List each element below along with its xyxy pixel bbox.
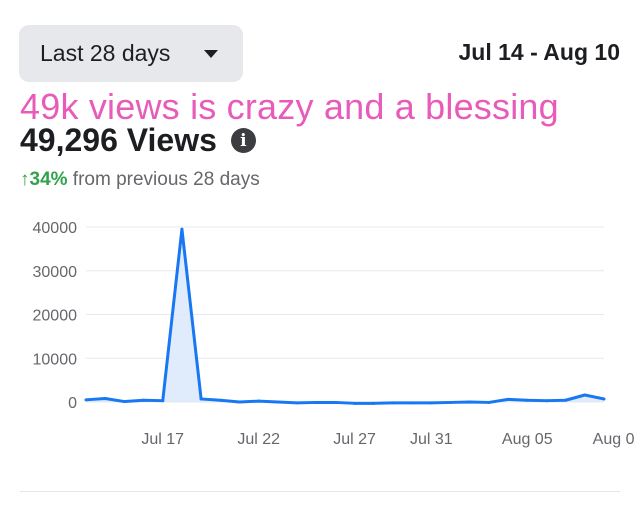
series-line[interactable] bbox=[85, 227, 605, 405]
data-point[interactable] bbox=[333, 400, 337, 404]
info-icon[interactable]: i bbox=[230, 128, 256, 153]
x-tick-label: Aug 0 bbox=[593, 431, 635, 448]
data-point[interactable] bbox=[237, 400, 241, 404]
views-chart: 40000 30000 20000 10000 0 Jul 17 Jul 22 Jul 27… bbox=[33, 220, 635, 448]
date-range-dropdown-label: Last 28 days bbox=[40, 40, 171, 66]
y-tick-label: 10000 bbox=[33, 351, 78, 368]
data-point[interactable] bbox=[506, 397, 510, 401]
y-tick-label: 0 bbox=[68, 395, 77, 412]
data-point[interactable] bbox=[564, 398, 568, 402]
data-point[interactable] bbox=[449, 400, 453, 404]
views-count: 49,296 Views bbox=[20, 122, 217, 158]
data-point[interactable] bbox=[180, 227, 184, 231]
data-point[interactable] bbox=[122, 400, 126, 404]
divider bbox=[20, 491, 620, 492]
data-point[interactable] bbox=[84, 398, 88, 402]
data-point[interactable] bbox=[525, 398, 529, 402]
y-tick-label: 20000 bbox=[33, 308, 78, 325]
data-point[interactable] bbox=[487, 400, 491, 404]
x-tick-label: Aug 05 bbox=[502, 431, 553, 448]
data-point[interactable] bbox=[372, 401, 376, 405]
x-tick-label: Jul 31 bbox=[410, 431, 453, 448]
x-tick-label: Jul 22 bbox=[237, 431, 280, 448]
data-point[interactable] bbox=[353, 401, 357, 405]
data-point[interactable] bbox=[391, 401, 395, 405]
caret-down-icon bbox=[204, 50, 218, 58]
y-tick-label: 30000 bbox=[33, 264, 78, 281]
data-point[interactable] bbox=[161, 399, 165, 403]
data-point[interactable] bbox=[410, 401, 414, 405]
change-indicator: ↑34% from previous 28 days bbox=[20, 169, 260, 191]
y-tick-label: 40000 bbox=[33, 220, 78, 237]
data-point[interactable] bbox=[142, 398, 146, 402]
caption-text: 49k views is crazy and a blessing bbox=[20, 86, 559, 127]
series-area bbox=[86, 229, 604, 404]
data-point[interactable] bbox=[544, 399, 548, 403]
data-point[interactable] bbox=[468, 400, 472, 404]
date-range-dropdown[interactable]: Last 28 days bbox=[19, 25, 243, 82]
date-range-text: Jul 14 - Aug 10 bbox=[458, 39, 620, 65]
data-point[interactable] bbox=[199, 397, 203, 401]
change-suffix: from previous 28 days bbox=[67, 169, 260, 190]
data-point[interactable] bbox=[583, 393, 587, 397]
x-tick-label: Jul 27 bbox=[333, 431, 376, 448]
x-tick-label: Jul 17 bbox=[141, 431, 184, 448]
data-point[interactable] bbox=[276, 400, 280, 404]
data-point[interactable] bbox=[602, 397, 606, 401]
data-point[interactable] bbox=[103, 397, 107, 400]
data-point[interactable] bbox=[257, 399, 261, 403]
data-point[interactable] bbox=[314, 400, 318, 404]
data-point[interactable] bbox=[218, 398, 222, 402]
views-summary: 49,296 Views i bbox=[20, 122, 256, 159]
change-percent: ↑34% bbox=[20, 169, 68, 190]
data-point[interactable] bbox=[295, 401, 299, 405]
data-point[interactable] bbox=[429, 401, 433, 405]
